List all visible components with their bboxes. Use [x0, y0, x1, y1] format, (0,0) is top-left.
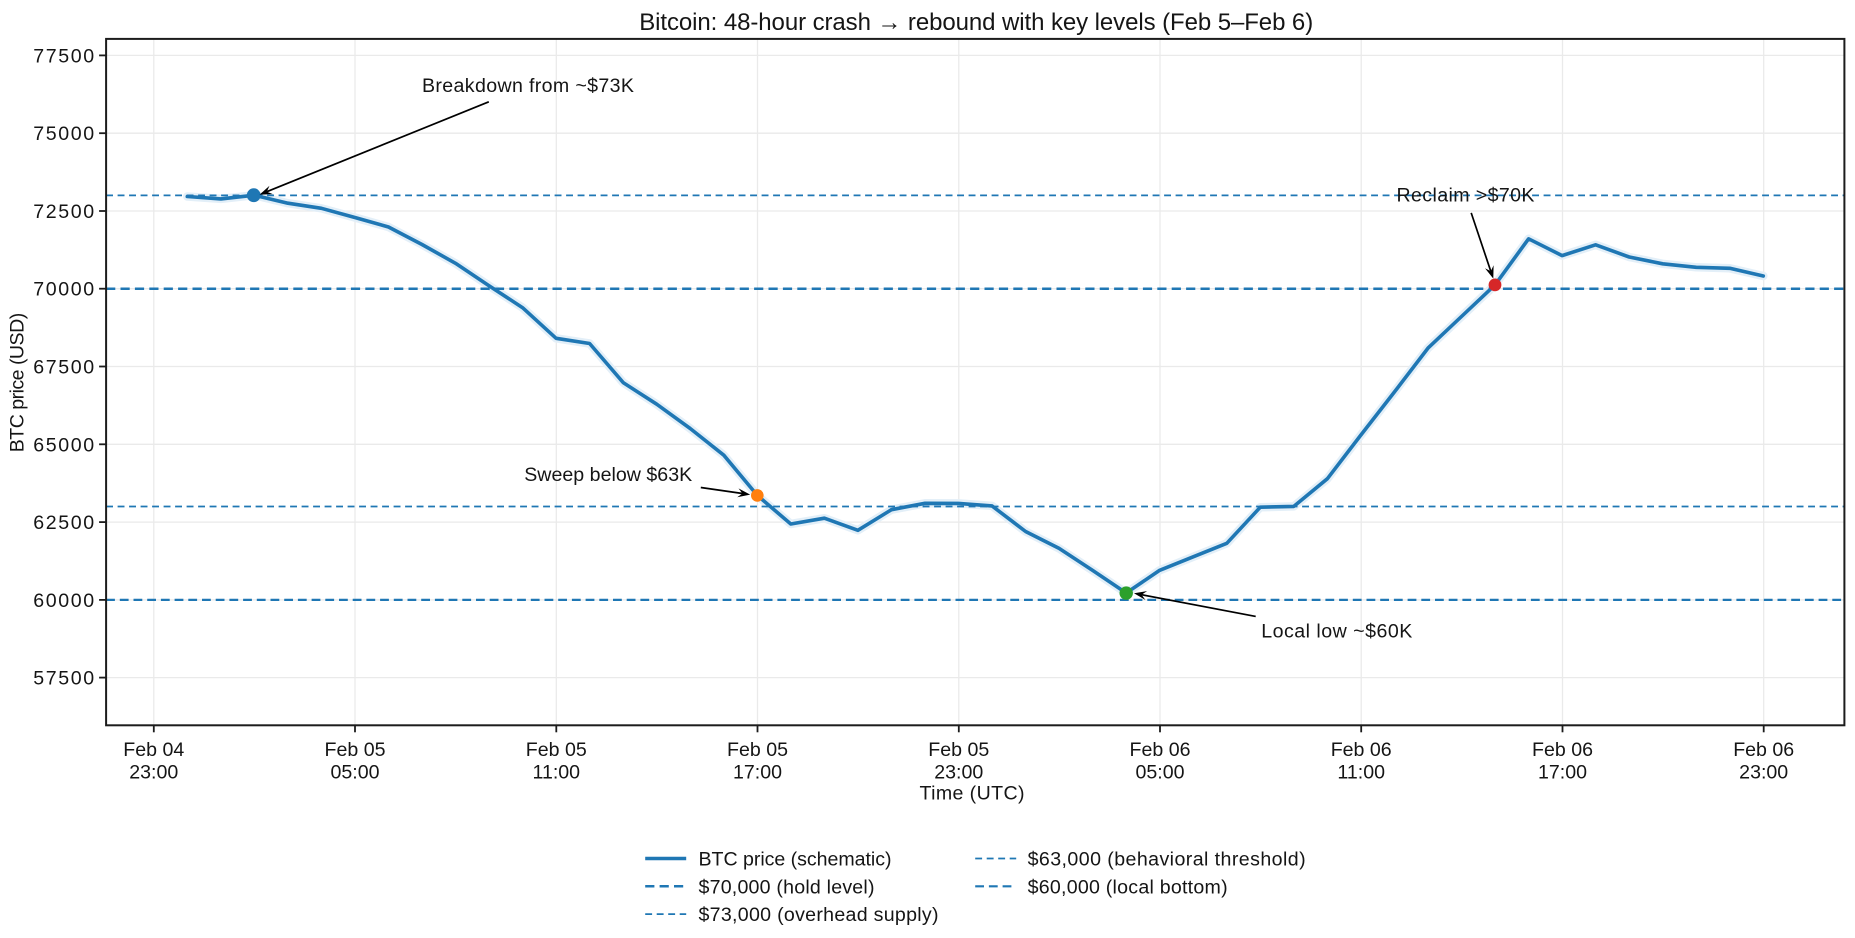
svg-text:70000: 70000: [33, 279, 94, 301]
svg-text:Time (UTC): Time (UTC): [920, 783, 1025, 805]
svg-text:Feb 06: Feb 06: [1129, 739, 1190, 761]
svg-text:62500: 62500: [33, 512, 94, 534]
svg-text:$63,000 (behavioral threshold): $63,000 (behavioral threshold): [1028, 849, 1306, 871]
svg-text:BTC price (USD): BTC price (USD): [7, 313, 29, 453]
svg-text:60000: 60000: [33, 590, 94, 612]
svg-text:11:00: 11:00: [533, 761, 581, 783]
svg-text:Sweep below $63K: Sweep below $63K: [524, 464, 692, 486]
svg-text:17:00: 17:00: [1538, 761, 1587, 783]
svg-text:Feb 06: Feb 06: [1733, 739, 1794, 761]
svg-text:23:00: 23:00: [129, 761, 178, 783]
svg-text:11:00: 11:00: [1337, 761, 1385, 783]
svg-text:Feb 06: Feb 06: [1532, 739, 1593, 761]
svg-text:05:00: 05:00: [330, 761, 379, 783]
svg-text:23:00: 23:00: [934, 761, 983, 783]
svg-text:BTC price (schematic): BTC price (schematic): [699, 849, 892, 871]
svg-text:Feb 04: Feb 04: [123, 739, 184, 761]
svg-text:Feb 05: Feb 05: [526, 739, 587, 761]
svg-text:72500: 72500: [33, 201, 94, 223]
svg-text:57500: 57500: [33, 668, 94, 690]
svg-text:$73,000 (overhead supply): $73,000 (overhead supply): [699, 904, 939, 926]
svg-text:17:00: 17:00: [733, 761, 782, 783]
svg-text:Local low ~$60K: Local low ~$60K: [1261, 621, 1412, 643]
svg-text:Feb 06: Feb 06: [1331, 739, 1392, 761]
svg-text:Breakdown from ~$73K: Breakdown from ~$73K: [422, 75, 634, 97]
svg-text:65000: 65000: [33, 434, 94, 456]
svg-text:67500: 67500: [33, 357, 94, 379]
svg-text:Feb 05: Feb 05: [727, 739, 788, 761]
svg-text:Reclaim >$70K: Reclaim >$70K: [1397, 184, 1535, 206]
svg-text:$70,000 (hold level): $70,000 (hold level): [699, 876, 875, 898]
svg-text:05:00: 05:00: [1135, 761, 1184, 783]
svg-text:23:00: 23:00: [1739, 761, 1788, 783]
svg-text:77500: 77500: [33, 45, 94, 67]
svg-text:Bitcoin: 48-hour crash → rebou: Bitcoin: 48-hour crash → rebound with ke…: [639, 9, 1313, 36]
svg-text:Feb 05: Feb 05: [928, 739, 989, 761]
svg-text:$60,000 (local bottom): $60,000 (local bottom): [1028, 876, 1228, 898]
svg-text:75000: 75000: [33, 123, 94, 145]
svg-text:Feb 05: Feb 05: [324, 739, 385, 761]
